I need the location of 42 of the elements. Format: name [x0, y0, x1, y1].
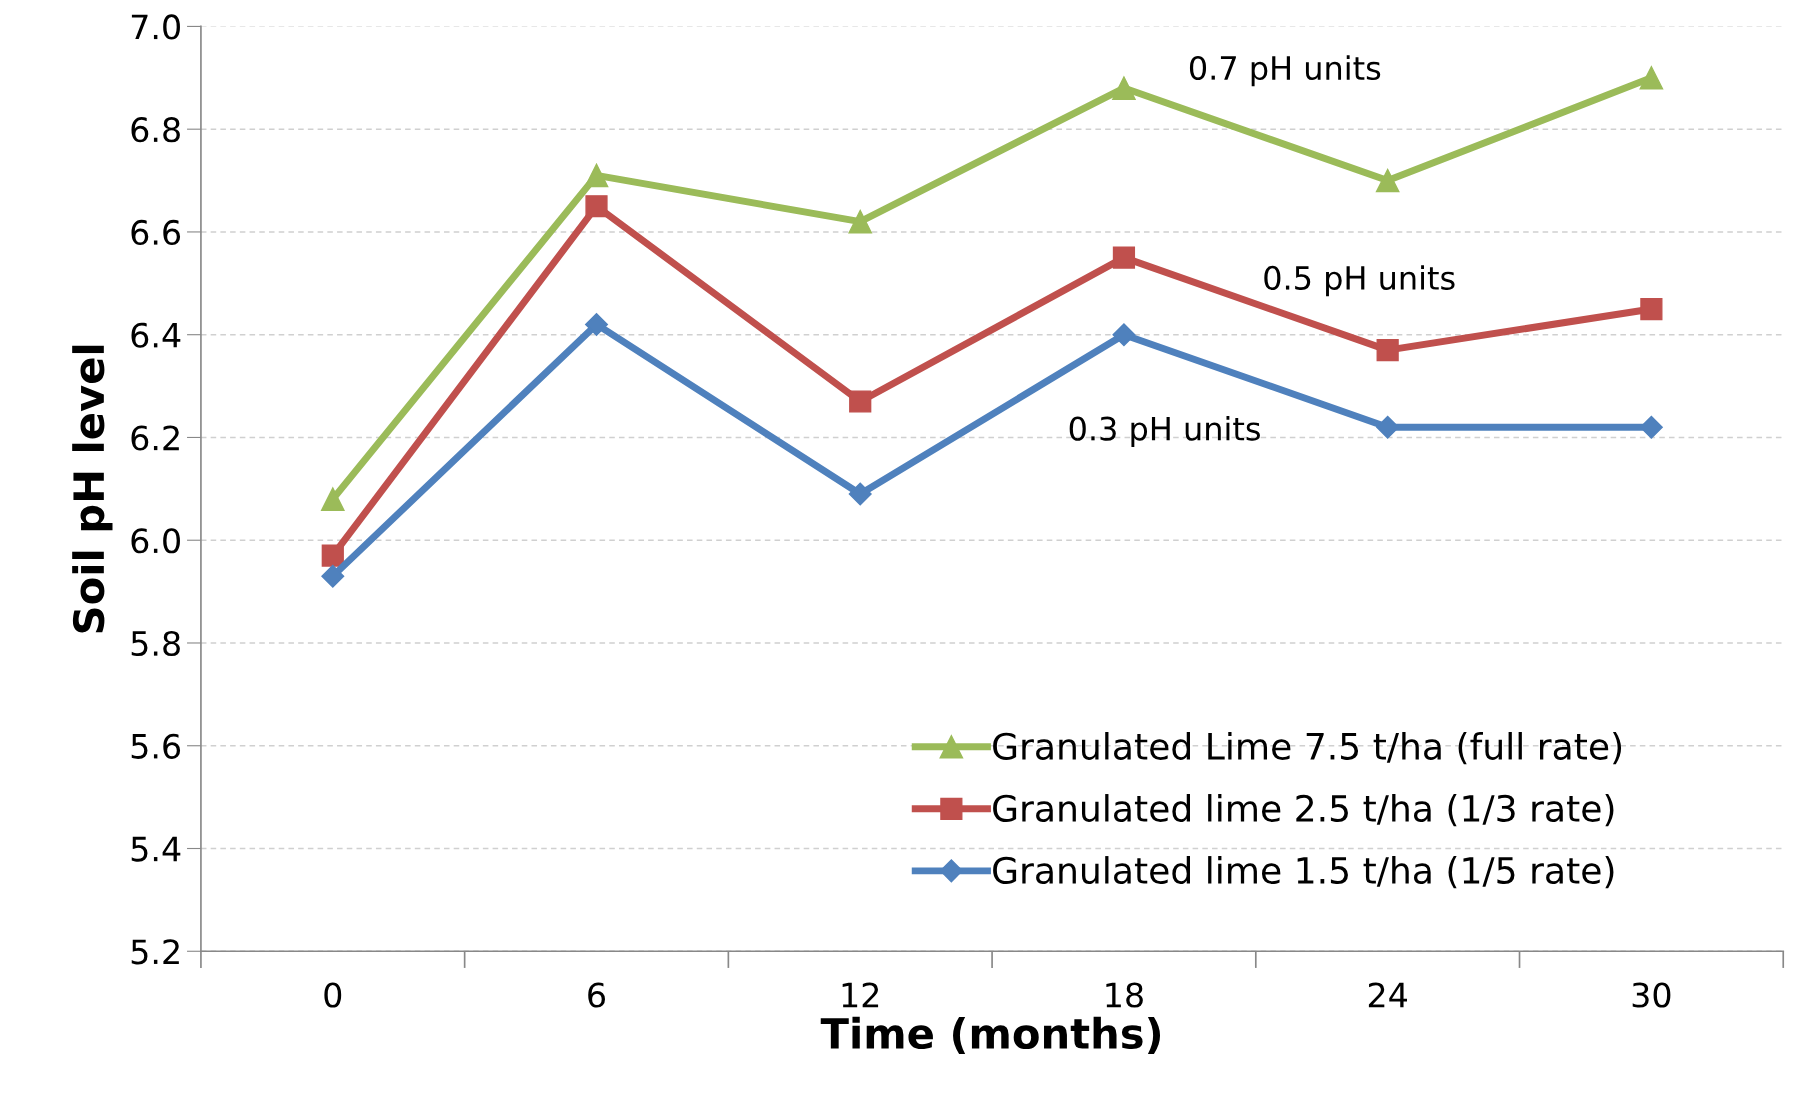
- y-axis-title: Soil pH level: [72, 345, 113, 633]
- y-tick-label: 5.2: [131, 939, 179, 965]
- y-tick-label: 6.8: [131, 117, 180, 143]
- y-tick-label: 6.0: [131, 528, 180, 554]
- annotation: 0.3 pH units: [1069, 416, 1260, 447]
- point: [1375, 168, 1400, 193]
- point: [1639, 65, 1664, 90]
- point: [585, 195, 608, 218]
- point: [848, 209, 873, 234]
- y-tick-label: 5.6: [131, 733, 181, 759]
- y-tick-label: 5.8: [131, 630, 180, 657]
- point: [320, 487, 345, 511]
- point: [321, 564, 345, 588]
- point: [1112, 246, 1136, 269]
- point: [1376, 415, 1400, 439]
- legend-label: Granulated Lime 7.5 t/ha (full rate): [993, 732, 1622, 765]
- legend-label: Granulated lime 1.5 t/ha (1/5 rate): [993, 856, 1614, 889]
- x-tick-label: 24: [1368, 982, 1407, 1008]
- x-axis-title: Time (months): [820, 1016, 1161, 1055]
- point: [849, 390, 872, 413]
- y-tick-label: 6.4: [131, 322, 181, 348]
- y-tick-label: 6.2: [131, 425, 179, 451]
- point: [1639, 415, 1663, 439]
- point: [1112, 76, 1136, 100]
- x-tick-label: 0: [324, 982, 342, 1008]
- legend-label: Granulated lime 2.5 t/ha (1/3 rate): [993, 794, 1614, 827]
- point: [585, 312, 609, 336]
- annotation: 0.7 pH units: [1189, 55, 1381, 87]
- x-tick-label: 6: [588, 982, 606, 1008]
- point: [1376, 339, 1399, 362]
- x-tick-label: 30: [1632, 982, 1671, 1008]
- y-tick-label: 7.0: [131, 14, 180, 40]
- y-tick-label: 6.6: [131, 219, 181, 246]
- point: [321, 544, 344, 567]
- point: [584, 163, 609, 188]
- point: [848, 482, 872, 506]
- x-tick-label: 18: [1106, 982, 1143, 1008]
- point: [1112, 323, 1136, 347]
- point: [1640, 297, 1663, 321]
- x-tick-label: 12: [842, 982, 879, 1008]
- annotation: 0.5 pH units: [1264, 265, 1455, 297]
- y-tick-label: 5.4: [131, 836, 181, 862]
